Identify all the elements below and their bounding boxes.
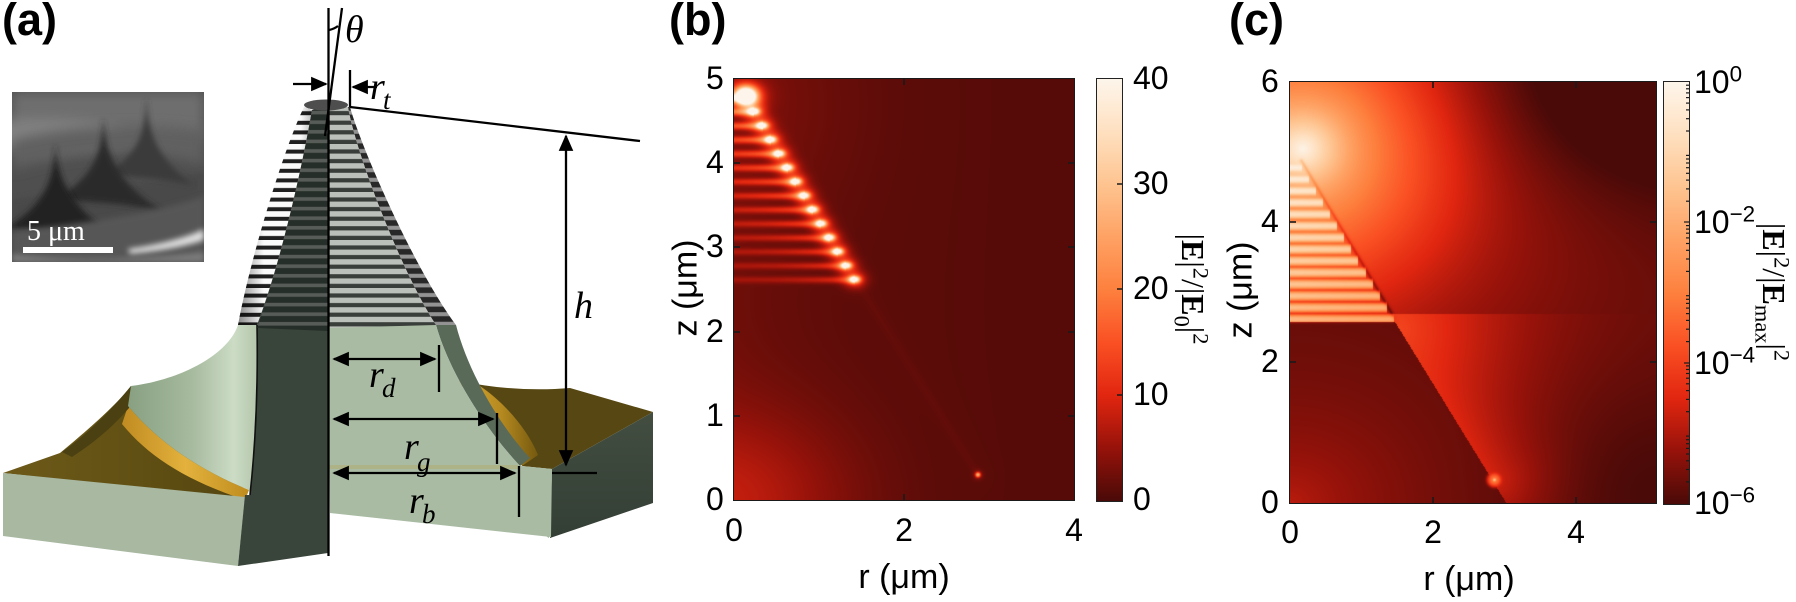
svg-text:r: r	[404, 426, 419, 468]
svg-text:5 μm: 5 μm	[27, 216, 85, 247]
svg-text:b: b	[422, 499, 436, 529]
svg-text:r: r	[370, 66, 385, 108]
svg-text:h: h	[574, 285, 593, 327]
svg-text:d: d	[382, 373, 396, 403]
svg-text:t: t	[383, 85, 392, 115]
svg-text:r: r	[369, 354, 384, 396]
svg-text:r: r	[409, 480, 424, 522]
svg-text:θ: θ	[345, 9, 364, 51]
svg-text:g: g	[417, 447, 431, 477]
